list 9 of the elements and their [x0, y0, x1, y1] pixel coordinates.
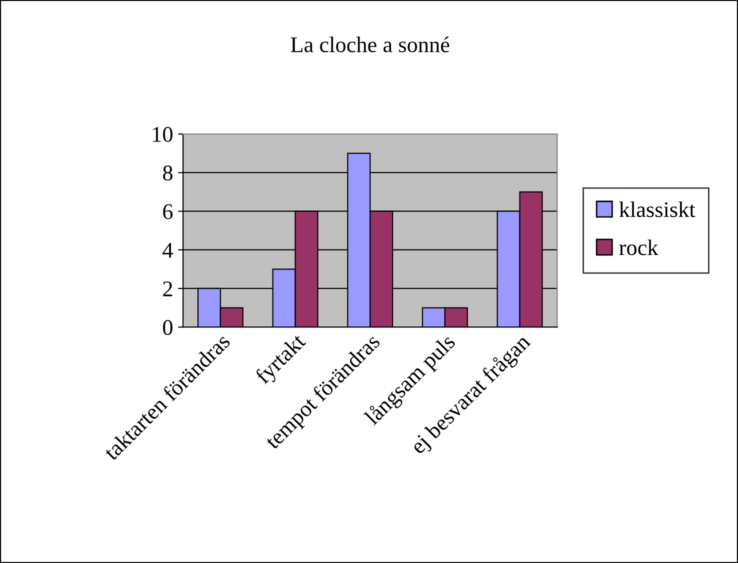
y-tick-label: 2	[163, 281, 172, 296]
y-tick-label: 0	[163, 320, 172, 336]
chart-title: La cloche a sonné	[290, 36, 450, 52]
y-tick-label: 6	[163, 204, 173, 220]
legend-label: klassiskt	[619, 202, 696, 218]
y-tick-label: 4	[162, 242, 173, 258]
y-tick-label: 8	[163, 166, 172, 181]
y-tick-label: 10	[153, 126, 172, 142]
legend-label: rock	[619, 240, 658, 256]
